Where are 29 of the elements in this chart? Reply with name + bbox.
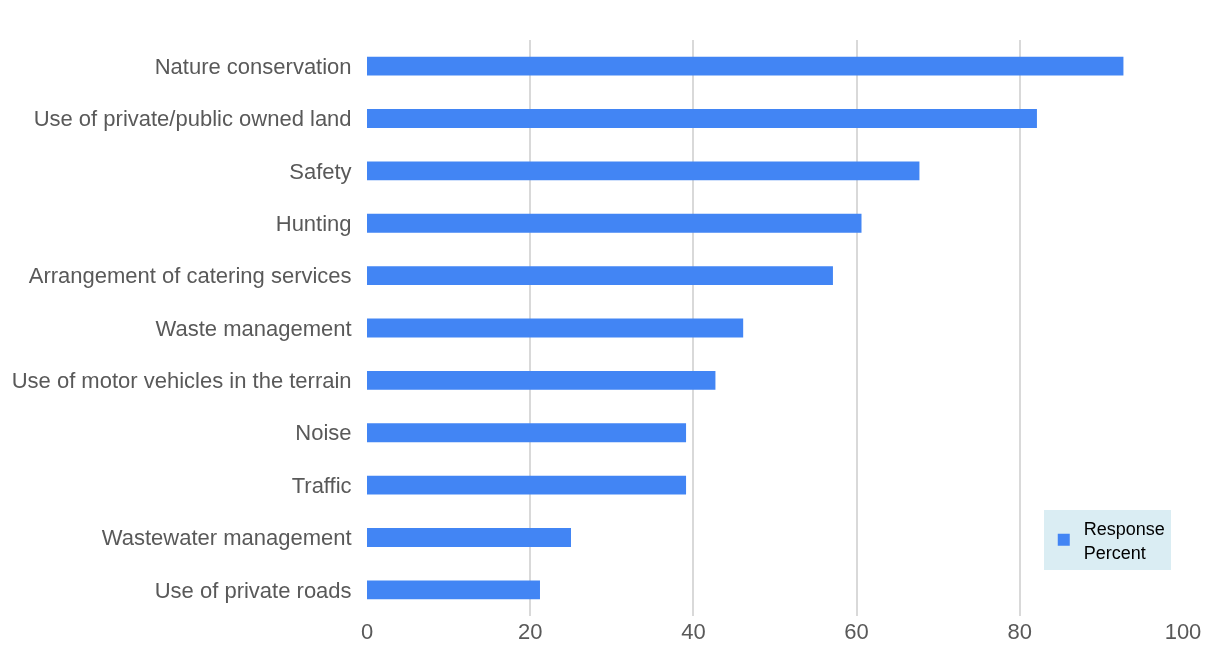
y-tick-label: Use of private roads <box>154 577 352 603</box>
bar <box>367 161 920 181</box>
y-tick-label: Hunting <box>275 210 352 236</box>
legend-label: Response Percent <box>1083 519 1165 563</box>
bar <box>367 56 1124 76</box>
x-tick-label: 20 <box>517 619 543 644</box>
bar <box>367 580 540 600</box>
bar <box>367 109 1037 128</box>
x-tick-label: 80 <box>1007 619 1033 644</box>
bar <box>367 475 687 495</box>
y-tick-label: Traffic <box>291 472 352 498</box>
bar <box>367 266 833 286</box>
bar <box>367 213 862 233</box>
y-tick-label: Safety <box>289 158 352 184</box>
x-tick-label: 40 <box>681 619 706 644</box>
x-tick-label: 100 <box>1164 619 1202 644</box>
y-tick-label: Waste management <box>155 315 352 341</box>
bar <box>367 423 687 443</box>
y-tick-label: Use of motor vehicles in the terrain <box>11 368 352 394</box>
y-tick-label: Nature conservation <box>154 53 352 79</box>
bar <box>367 370 716 390</box>
x-tick-label: 60 <box>844 619 869 644</box>
y-tick-label: Wastewater management <box>101 525 352 551</box>
bar <box>367 528 571 547</box>
y-tick-label: Arrangement of catering services <box>28 263 352 289</box>
bar <box>367 318 744 338</box>
x-tick-label: 0 <box>360 619 374 644</box>
y-tick-label: Noise <box>295 420 352 446</box>
y-tick-label: Use of private/public owned land <box>33 106 352 132</box>
